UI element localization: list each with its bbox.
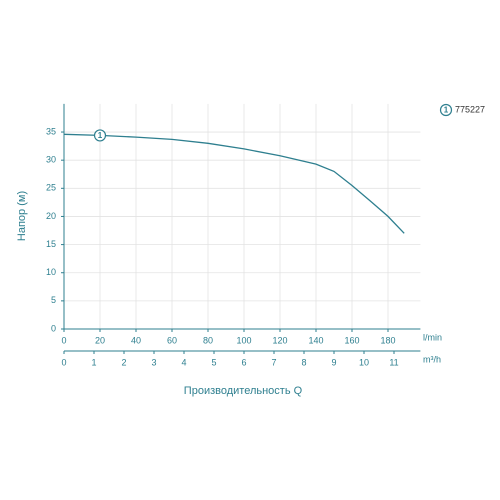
y-tick-label: 10 — [46, 267, 56, 277]
curve-marker — [93, 129, 107, 142]
x2-tick-label: 1 — [91, 357, 96, 367]
x-unit: l/min — [423, 332, 442, 342]
x-tick-label: 100 — [236, 335, 251, 345]
x2-tick-label: 9 — [331, 357, 336, 367]
curve — [63, 133, 405, 234]
x-tick-label: 0 — [61, 335, 66, 345]
y-tick-label: 30 — [46, 155, 56, 165]
x-tick-label: 60 — [167, 335, 177, 345]
x-tick-label: 180 — [380, 335, 395, 345]
y-tick-label: 35 — [46, 126, 56, 136]
x-tick-label: 40 — [131, 335, 141, 345]
x2-tick-label: 0 — [61, 357, 66, 367]
legend-marker — [439, 103, 453, 117]
x2-tick-label: 7 — [271, 357, 276, 367]
y-tick-label: 5 — [51, 295, 56, 305]
x2-tick-label: 8 — [301, 357, 306, 367]
x2-unit: m³/h — [423, 354, 441, 364]
legend-marker-label: 1 — [444, 106, 449, 115]
x2-tick-label: 2 — [121, 357, 126, 367]
legend-label: 775227 — [455, 104, 485, 114]
y-axis-label: Напор (м) — [16, 191, 28, 241]
x2-tick-label: 11 — [389, 357, 398, 367]
y-tick-label: 15 — [46, 239, 56, 249]
x2-tick-label: 6 — [241, 357, 246, 367]
y-tick-label: 20 — [46, 211, 56, 221]
curve-marker-label: 1 — [98, 131, 103, 140]
y-tick-label: 0 — [51, 323, 56, 333]
x-axis-label: Производительность Q — [184, 385, 303, 397]
x-tick-label: 80 — [203, 335, 213, 345]
x2-tick-label: 4 — [181, 357, 186, 367]
x-tick-label: 120 — [272, 335, 287, 345]
x-tick-label: 20 — [95, 335, 105, 345]
y-tick-label: 25 — [46, 183, 56, 193]
x2-tick-label: 3 — [151, 357, 156, 367]
x-tick-label: 140 — [308, 335, 323, 345]
x2-tick-label: 10 — [359, 357, 369, 367]
x2-tick-label: 5 — [211, 357, 216, 367]
x-tick-label: 160 — [344, 335, 359, 345]
